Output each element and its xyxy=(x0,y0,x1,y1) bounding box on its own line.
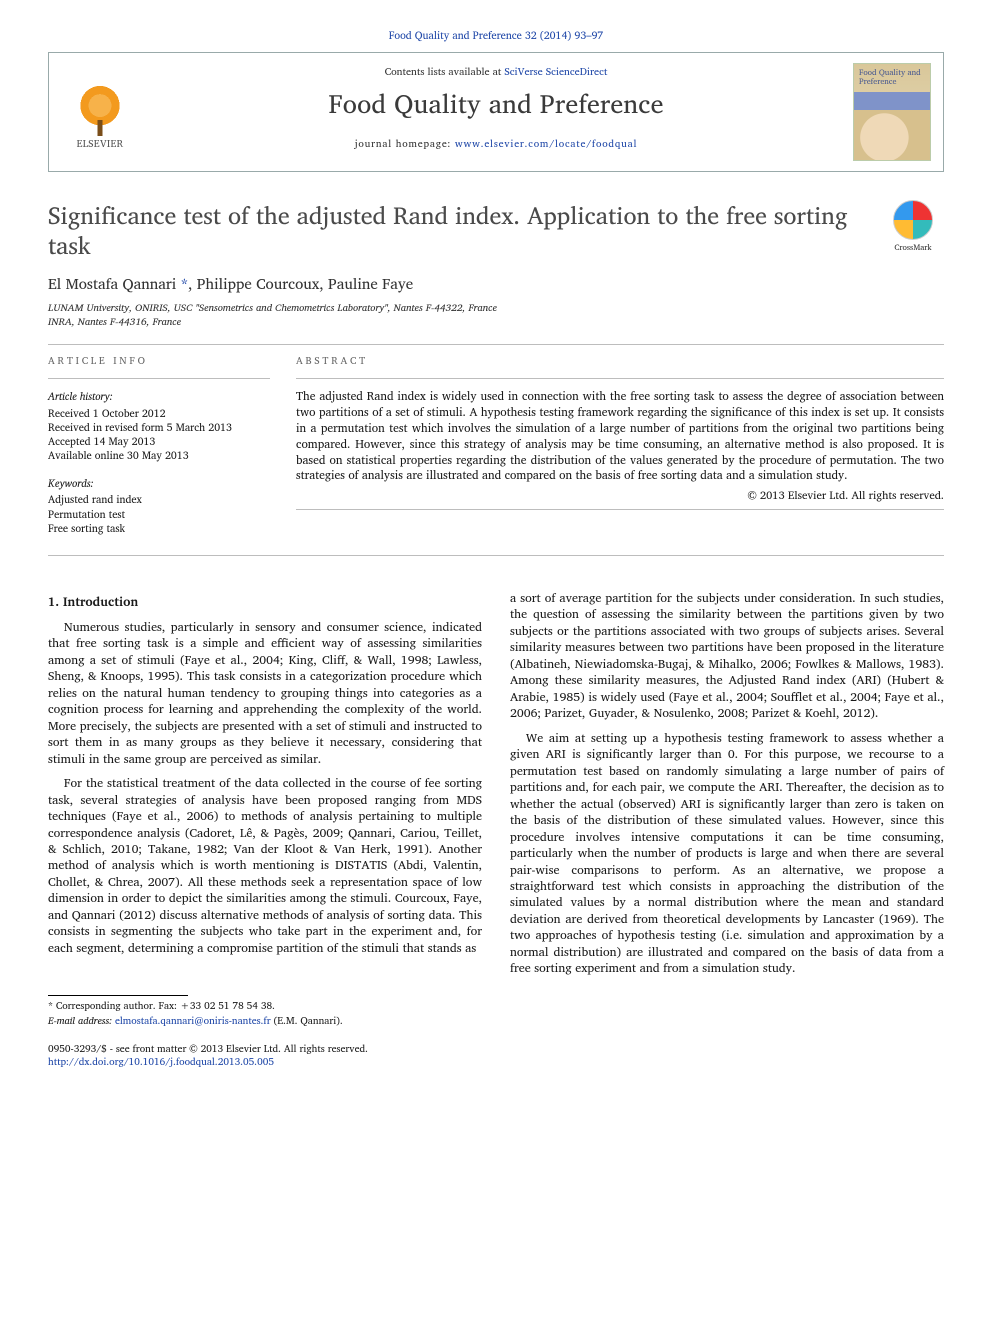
article-body: 1. Introduction Numerous studies, partic… xyxy=(48,590,944,977)
article-info-column: ARTICLE INFO Article history: Received 1… xyxy=(48,355,270,549)
crossmark-badge[interactable]: CrossMark xyxy=(882,200,944,253)
elsevier-tree-icon xyxy=(76,84,124,132)
author-line: El Mostafa Qannari *, Philippe Courcoux,… xyxy=(48,274,944,294)
sciencedirect-link[interactable]: SciVerse ScienceDirect xyxy=(504,63,607,80)
email-line: E-mail address: elmostafa.qannari@oniris… xyxy=(48,1015,944,1029)
cover-image xyxy=(854,110,930,160)
abstract-text: The adjusted Rand index is widely used i… xyxy=(296,389,944,484)
email-who: (E.M. Qannari). xyxy=(274,1013,343,1029)
corresponding-email-link[interactable]: elmostafa.qannari@oniris-nantes.fr xyxy=(115,1013,271,1029)
divider xyxy=(48,555,944,556)
divider xyxy=(48,344,944,345)
author-1: El Mostafa Qannari xyxy=(48,271,181,296)
cover-title: Food Quality and Preference xyxy=(854,64,930,90)
title-row: Significance test of the adjusted Rand i… xyxy=(48,200,944,260)
section-head-introduction: 1. Introduction xyxy=(48,594,482,611)
doi-link[interactable]: http://dx.doi.org/10.1016/j.foodqual.201… xyxy=(48,1054,274,1070)
contents-list-line: Contents lists available at SciVerse Sci… xyxy=(155,65,837,79)
running-head-text[interactable]: Food Quality and Preference 32 (2014) 93… xyxy=(389,26,604,44)
footnote-rule xyxy=(48,995,188,996)
publisher-logo[interactable]: ELSEVIER xyxy=(61,63,139,151)
keyword: Free sorting task xyxy=(48,521,270,535)
divider xyxy=(296,509,944,510)
keywords-block: Keywords: Adjusted rand index Permutatio… xyxy=(48,476,270,535)
article-history-head: Article history: xyxy=(48,389,270,403)
body-paragraph: We aim at setting up a hypothesis testin… xyxy=(510,730,944,977)
history-item: Available online 30 May 2013 xyxy=(48,448,270,462)
abstract-column: ABSTRACT The adjusted Rand index is wide… xyxy=(296,355,944,549)
corresponding-author-note: * Corresponding author. Fax: +33 02 51 7… xyxy=(48,1000,944,1014)
imprint: 0950-3293/$ - see front matter © 2013 El… xyxy=(48,1043,944,1070)
affiliation-1: LUNAM University, ONIRIS, USC "Sensometr… xyxy=(48,302,944,316)
affiliation-2: INRA, Nantes F-44316, France xyxy=(48,316,944,330)
abstract-copyright: © 2013 Elsevier Ltd. All rights reserved… xyxy=(296,488,944,503)
cover-strip xyxy=(854,92,930,110)
abstract-head: ABSTRACT xyxy=(296,355,944,369)
journal-homepage-link[interactable]: www.elsevier.com/locate/foodqual xyxy=(455,136,637,152)
crossmark-label: CrossMark xyxy=(894,240,931,254)
contents-line-pre: Contents lists available at xyxy=(385,63,505,80)
article-info-head: ARTICLE INFO xyxy=(48,355,270,369)
article-info-row: ARTICLE INFO Article history: Received 1… xyxy=(48,355,944,549)
masthead-center: Contents lists available at SciVerse Sci… xyxy=(149,63,843,161)
publisher-name: ELSEVIER xyxy=(77,138,124,152)
journal-cover-thumb[interactable]: Food Quality and Preference xyxy=(853,63,931,161)
divider xyxy=(296,378,944,379)
body-paragraph: For the statistical treatment of the dat… xyxy=(48,775,482,956)
journal-homepage-line: journal homepage: www.elsevier.com/locat… xyxy=(155,138,837,152)
article-history-block: Article history: Received 1 October 2012… xyxy=(48,389,270,462)
crossmark-icon xyxy=(893,200,933,240)
homepage-pre: journal homepage: xyxy=(355,136,455,152)
affiliations: LUNAM University, ONIRIS, USC "Sensometr… xyxy=(48,302,944,330)
email-label: E-mail address: xyxy=(48,1013,112,1029)
running-head: Food Quality and Preference 32 (2014) 93… xyxy=(48,28,944,42)
footnotes: * Corresponding author. Fax: +33 02 51 7… xyxy=(48,1000,944,1029)
divider xyxy=(48,378,270,379)
body-paragraph: a sort of average partition for the subj… xyxy=(510,590,944,722)
body-paragraph: Numerous studies, particularly in sensor… xyxy=(48,619,482,767)
journal-name: Food Quality and Preference xyxy=(155,87,837,122)
paper-title: Significance test of the adjusted Rand i… xyxy=(48,200,866,260)
journal-masthead: ELSEVIER Contents lists available at Sci… xyxy=(48,52,944,172)
keywords-head: Keywords: xyxy=(48,476,270,490)
author-rest: , Philippe Courcoux, Pauline Faye xyxy=(188,271,413,296)
